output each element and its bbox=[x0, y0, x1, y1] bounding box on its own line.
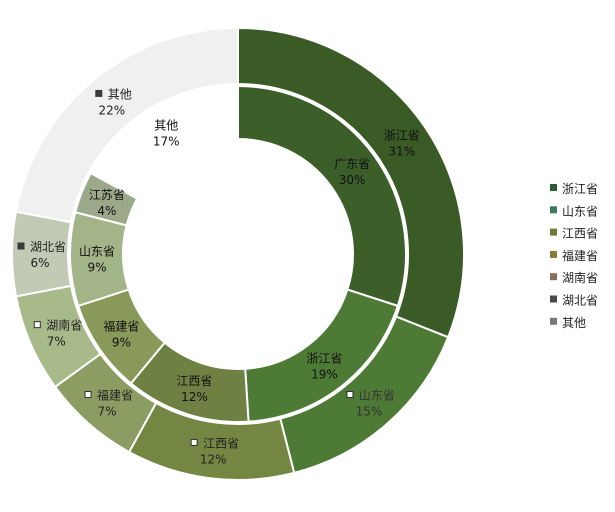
inner-slice-name-4: 山东省 bbox=[79, 244, 115, 258]
inner-slice-value-0: 30% bbox=[339, 173, 366, 187]
legend-label-2: 江西省 bbox=[562, 227, 598, 241]
outer-slice-value-1: 15% bbox=[356, 405, 383, 419]
legend-swatch-6 bbox=[550, 317, 557, 325]
inner-slice-value-4: 9% bbox=[88, 260, 107, 274]
outer-label-marker-5 bbox=[17, 242, 25, 250]
inner-slice-value-3: 9% bbox=[112, 335, 131, 349]
outer-label-marker-6 bbox=[95, 89, 103, 97]
inner-slice-name-1: 浙江省 bbox=[306, 351, 342, 365]
outer-slice-name-4: 湖南省 bbox=[46, 318, 82, 333]
inner-slice-name-0: 广东省 bbox=[334, 157, 370, 171]
inner-slice-name-3: 福建省 bbox=[103, 318, 139, 333]
legend-swatch-1 bbox=[550, 206, 557, 214]
outer-ring-labels: 浙江省 31% 山东省 15% 江西省 12% 福建省 7% 湖南省 7% 湖北省 6% 其他 22% bbox=[17, 87, 420, 466]
outer-slice-5 bbox=[11, 210, 73, 298]
inner-ring bbox=[69, 84, 407, 423]
outer-slice-name-5: 湖北省 bbox=[30, 239, 66, 254]
legend-swatch-5 bbox=[550, 295, 557, 303]
outer-slice-value-2: 12% bbox=[200, 452, 227, 466]
legend-swatch-2 bbox=[550, 228, 557, 236]
inner-slice-value-2: 12% bbox=[181, 390, 208, 404]
outer-slice-value-3: 7% bbox=[98, 405, 117, 419]
legend-label-4: 湖南省 bbox=[562, 270, 598, 285]
outer-slice-name-3: 福建省 bbox=[97, 388, 133, 403]
outer-slice-value-5: 6% bbox=[30, 256, 49, 270]
inner-slice-value-1: 19% bbox=[311, 367, 338, 381]
legend-label-6: 其他 bbox=[562, 316, 586, 330]
outer-slice-value-4: 7% bbox=[47, 335, 66, 349]
inner-slice-name-6: 其他 bbox=[154, 119, 178, 133]
inner-slice-name-5: 江苏省 bbox=[89, 188, 125, 202]
outer-label-marker-2 bbox=[190, 438, 198, 446]
outer-label-marker-1 bbox=[346, 391, 354, 399]
outer-ring bbox=[11, 26, 465, 481]
outer-slice-0 bbox=[237, 26, 465, 339]
outer-slice-name-2: 江西省 bbox=[203, 436, 239, 450]
inner-slice-value-6: 17% bbox=[153, 135, 180, 149]
outer-slice-6 bbox=[14, 26, 239, 224]
outer-label-marker-4 bbox=[33, 321, 41, 329]
inner-ring-labels: 广东省 30% 浙江省 19% 江西省 12% 福建省 9% 山东省 9% 江苏省 4% 其他 17% bbox=[79, 119, 370, 404]
legend-label-3: 福建省 bbox=[562, 248, 598, 263]
legend-swatch-4 bbox=[550, 273, 557, 281]
inner-slice-4 bbox=[69, 211, 130, 308]
legend-swatch-0 bbox=[550, 184, 557, 191]
legend-swatch-3 bbox=[550, 250, 557, 258]
inner-slice-name-2: 江西省 bbox=[176, 374, 212, 388]
outer-slice-name-0: 浙江省 bbox=[384, 129, 420, 143]
legend-label-0: 浙江省 bbox=[562, 182, 598, 196]
legend-label-5: 湖北省 bbox=[562, 293, 598, 308]
outer-slice-name-1: 山东省 bbox=[359, 389, 395, 403]
outer-slice-name-6: 其他 bbox=[108, 87, 132, 101]
legend-label-1: 山东省 bbox=[562, 204, 598, 218]
outer-label-marker-3 bbox=[84, 391, 92, 399]
inner-slice-0 bbox=[237, 84, 407, 308]
outer-slice-value-0: 31% bbox=[388, 145, 415, 159]
inner-slice-value-5: 4% bbox=[97, 204, 116, 218]
inner-slice-6 bbox=[89, 84, 239, 200]
outer-slice-value-6: 22% bbox=[98, 103, 125, 117]
